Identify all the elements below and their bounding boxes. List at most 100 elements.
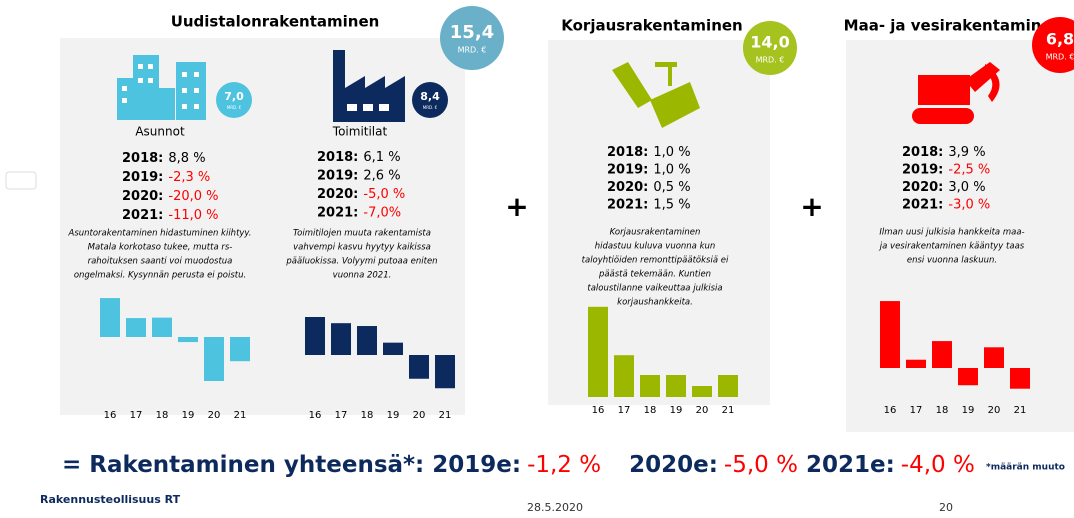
x-tick-label: 19 (670, 405, 683, 416)
bar (932, 341, 952, 368)
stat-year: 2020: (902, 180, 943, 195)
stat-year: 2018: (902, 145, 943, 160)
note-line: vuonna 2021. (333, 271, 392, 281)
stat-value: -7,0% (363, 205, 401, 220)
stat-line: 2018: 1,0 % (607, 145, 691, 160)
summary: = Rakentaminen yhteensä*: 2019e: -1,2 % 202… (62, 452, 975, 478)
summary-value: -1,2 % (527, 452, 601, 478)
bar (588, 306, 608, 397)
stat-line: 2021: -7,0% (317, 205, 401, 220)
stat-year: 2019: (902, 162, 943, 177)
total-badge (743, 21, 797, 75)
note-line: korjaushankkeita. (617, 298, 693, 308)
total-unit: MRD. € (458, 46, 487, 55)
stat-line: 2018: 3,9 % (902, 145, 986, 160)
bar (692, 386, 712, 397)
x-tick-label: 21 (1014, 405, 1027, 416)
stat-value: 1,0 % (653, 162, 690, 177)
stat-value: 2,6 % (363, 168, 400, 183)
total-value: 6,8 (1046, 30, 1074, 49)
bar (230, 337, 250, 362)
stat-year: 2021: (902, 197, 943, 212)
stat-value: -5,0 % (363, 187, 405, 202)
note-line: pääluokissa. Volyymi putoaa eniten (285, 257, 437, 267)
stat-line: 2020: -20,0 % (122, 189, 219, 204)
x-tick-label: 16 (884, 405, 897, 416)
summary-value: -4,0 % (901, 452, 975, 478)
stat-line: 2021: -3,0 % (902, 197, 990, 212)
x-tick-label: 21 (234, 410, 247, 421)
x-tick-label: 20 (413, 410, 426, 421)
x-tick-label: 17 (335, 410, 348, 421)
note-line: Asuntorakentaminen hidastuminen kiihtyy. (68, 229, 252, 239)
bar (204, 337, 224, 381)
footer-date: 28.5.2020 (527, 501, 583, 514)
bar (100, 298, 120, 337)
x-tick-label: 21 (439, 410, 452, 421)
section-unit: MRD. € (423, 105, 438, 110)
tools-icon (612, 62, 700, 128)
stat-year: 2021: (607, 197, 648, 212)
section-unit: MRD. € (227, 105, 242, 110)
note-line: päästä tekemään. Kuntien (598, 270, 711, 280)
stat-year: 2019: (607, 162, 648, 177)
note-line: Toimitilojen muuta rakentamista (293, 229, 431, 239)
side-button[interactable] (5, 171, 37, 190)
panel-bg (548, 40, 770, 405)
section-badge (216, 82, 252, 118)
summary-label: = Rakentaminen yhteensä*: (62, 452, 424, 478)
stat-year: 2021: (317, 205, 358, 220)
bar (152, 317, 172, 337)
x-tick-label: 19 (962, 405, 975, 416)
bar (958, 368, 978, 386)
note-line: taloyhtiöiden remonttipäätöksiä ei (582, 256, 729, 266)
summary-year: 2019e: (432, 452, 521, 478)
note-line: rahoituksen saanti voi muodostua (88, 257, 233, 267)
panel-title: Maa- ja vesirakentaminen (844, 17, 1063, 35)
bar (126, 318, 146, 337)
bar (331, 323, 351, 355)
total-badge (440, 6, 504, 70)
footer-org: Rakennusteollisuus RT (40, 493, 181, 506)
x-tick-label: 19 (387, 410, 400, 421)
stat-line: 2019: 2,6 % (317, 168, 401, 183)
stat-line: 2021: 1,5 % (607, 197, 691, 212)
stat-line: 2020: 3,0 % (902, 180, 986, 195)
excavator-icon (912, 62, 1000, 124)
x-tick-label: 20 (988, 405, 1001, 416)
buildings-icon (117, 55, 206, 120)
x-tick-label: 18 (936, 405, 949, 416)
stat-line: 2019: 1,0 % (607, 162, 691, 177)
x-tick-label: 21 (722, 405, 735, 416)
stat-line: 2018: 6,1 % (317, 150, 401, 165)
panel-title: Korjausrakentaminen (561, 17, 742, 35)
stat-value: 1,5 % (653, 197, 690, 212)
x-tick-label: 18 (361, 410, 374, 421)
stat-value: -2,5 % (948, 162, 990, 177)
total-badge (1032, 17, 1074, 73)
summary-year: 2020e: (629, 452, 718, 478)
stat-line: 2020: -5,0 % (317, 187, 405, 202)
bar (178, 337, 198, 343)
stat-line: 2020: 0,5 % (607, 180, 691, 195)
note-line: Ilman uusi julkisia hankkeita maa- (879, 228, 1024, 238)
summary-value: -5,0 % (724, 452, 798, 478)
section-badge (412, 82, 448, 118)
note-line: Korjausrakentaminen (610, 228, 701, 238)
x-tick-label: 17 (618, 405, 631, 416)
bar (1010, 368, 1030, 389)
plus-sign: + (800, 190, 823, 223)
x-tick-label: 18 (644, 405, 657, 416)
x-tick-label: 17 (130, 410, 143, 421)
bar (409, 355, 429, 379)
stat-value: 8,8 % (168, 151, 205, 166)
note-line: ongelmaksi. Kysynnän perusta ei poistu. (74, 271, 246, 281)
stat-year: 2020: (607, 180, 648, 195)
note-line: taloustilanne vaikeuttaa julkisia (587, 284, 722, 294)
x-tick-label: 19 (182, 410, 195, 421)
stat-value: -3,0 % (948, 197, 990, 212)
note-line: vahvempi kasvu hyytyy kaikissa (293, 243, 431, 253)
x-tick-label: 18 (156, 410, 169, 421)
panel-title: Uudistalonrakentaminen (171, 13, 380, 31)
section-total: 7,0 (224, 90, 244, 103)
